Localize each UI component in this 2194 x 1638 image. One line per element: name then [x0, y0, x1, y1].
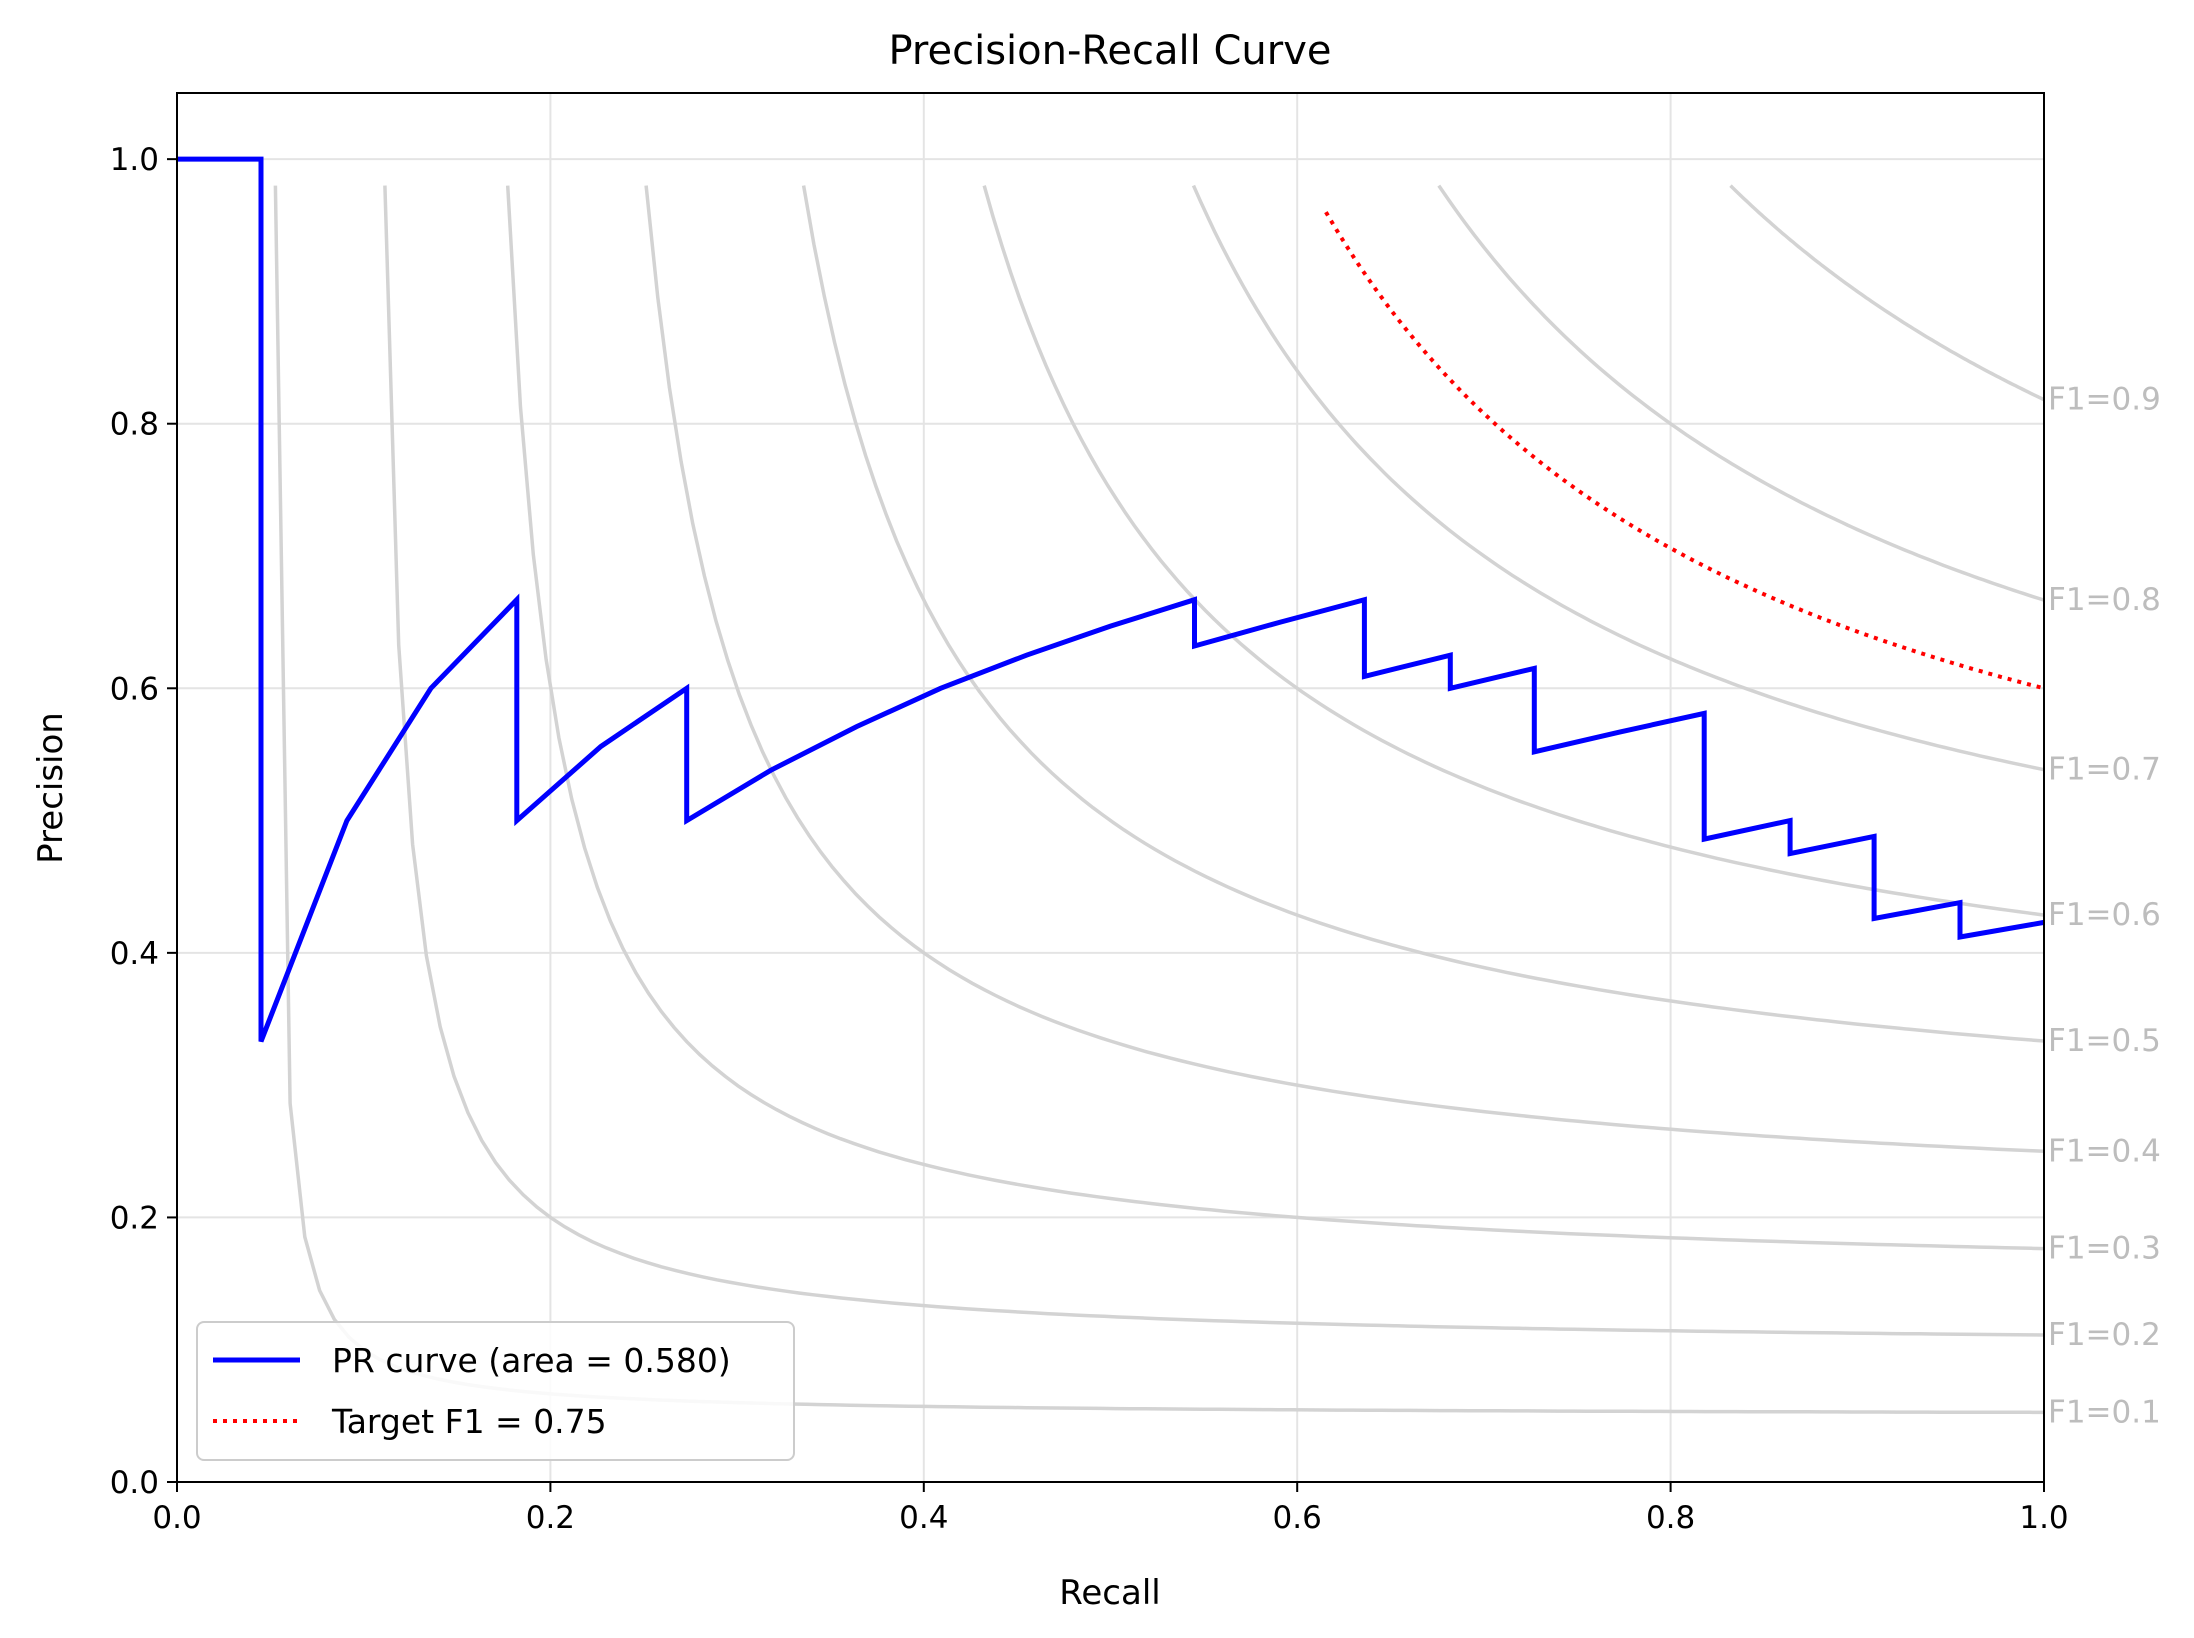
chart-title: Precision-Recall Curve	[889, 28, 1332, 74]
pr-curve-line	[177, 156, 2045, 1043]
y-tick-label: 0.6	[110, 671, 159, 707]
iso-f1-label: F1=0.8	[2048, 582, 2161, 618]
iso-f1-curve	[801, 185, 2045, 1043]
iso-f1-label: F1=0.2	[2048, 1317, 2161, 1353]
y-axis-label: Precision	[31, 712, 71, 864]
iso-f1-curve	[982, 185, 2045, 917]
iso-f1-label: F1=0.6	[2048, 897, 2161, 933]
iso-f1-curve	[1437, 184, 2045, 602]
iso-f1-label: F1=0.7	[2048, 752, 2161, 788]
iso-f1-label: F1=0.9	[2048, 382, 2161, 418]
x-axis-label: Recall	[1059, 1573, 1160, 1613]
x-tick-label: 0.4	[899, 1500, 948, 1536]
y-tick-label: 1.0	[110, 142, 159, 178]
iso-f1-curve	[1191, 184, 2045, 772]
iso-f1-label: F1=0.3	[2048, 1231, 2161, 1267]
target-f1-curve	[1324, 211, 2045, 691]
x-tick-label: 1.0	[2019, 1500, 2068, 1536]
iso-f1-curves: F1=0.1 F1=0.2 F1=0.3 F1=0.4 F1=0.5 F1=0.6 F1=0…	[273, 184, 2161, 1430]
y-tick-label: 0.0	[110, 1465, 159, 1501]
legend-label-pr-curve: PR curve (area = 0.580)	[332, 1341, 731, 1380]
x-tick-label: 0.8	[1646, 1500, 1695, 1536]
iso-f1-curve	[1729, 184, 2045, 402]
x-tick-label: 0.0	[152, 1500, 201, 1536]
y-tick-label: 0.8	[110, 407, 159, 443]
iso-f1-label: F1=0.4	[2048, 1133, 2161, 1169]
x-tick-label: 0.2	[526, 1500, 575, 1536]
iso-f1-curve	[383, 185, 2045, 1337]
iso-f1-curve	[505, 185, 2045, 1251]
y-tick-label: 0.4	[110, 936, 159, 972]
plot-frame	[176, 92, 2045, 1483]
legend: PR curve (area = 0.580) Target F1 = 0.75	[196, 1321, 795, 1461]
legend-box	[196, 1321, 795, 1461]
iso-f1-label: F1=0.5	[2048, 1023, 2161, 1059]
y-tick-label: 0.2	[110, 1200, 159, 1236]
iso-f1-curve	[644, 185, 2045, 1154]
iso-f1-label: F1=0.1	[2048, 1394, 2161, 1430]
data-series	[177, 156, 2045, 1043]
axis-ticks: 0.0 0.2 0.4 0.6 0.8 1.0 0.0 0.2 0.4 0.6 0.8 1.0	[110, 142, 2069, 1536]
x-tick-label: 0.6	[1273, 1500, 1322, 1536]
legend-label-target-f1: Target F1 = 0.75	[331, 1402, 607, 1441]
grid	[176, 93, 2045, 1483]
